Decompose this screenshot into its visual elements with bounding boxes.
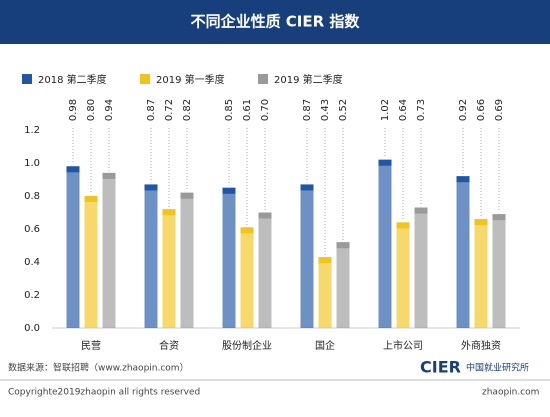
chart-title: 不同企业性质 CIER 指数 — [191, 13, 361, 31]
bar-cap — [222, 187, 236, 194]
bar — [66, 166, 80, 328]
value-label: 0.94 — [104, 99, 115, 121]
bar — [180, 192, 194, 328]
legend-swatch — [140, 74, 150, 84]
legend-swatch — [22, 74, 32, 84]
value-label: 0.85 — [224, 99, 235, 121]
value-label: 0.87 — [146, 99, 157, 121]
value-label: 0.72 — [164, 99, 175, 121]
logo-cier-sub: 中国就业研究所 — [466, 362, 529, 374]
logo-cier: CIER — [420, 358, 461, 377]
bar-cap — [414, 207, 428, 214]
value-label: 0.98 — [68, 99, 79, 121]
value-label: 0.69 — [494, 99, 505, 121]
bar-cap — [240, 227, 254, 234]
legend-label: 2019 第一季度 — [156, 73, 225, 86]
bar — [414, 207, 428, 328]
value-label: 0.82 — [182, 99, 193, 121]
x-tick-label: 股份制企业 — [222, 339, 272, 352]
legend-swatch — [258, 74, 268, 84]
bar — [300, 184, 314, 328]
bar — [378, 159, 392, 328]
value-label: 0.64 — [398, 99, 409, 121]
copyright: Copyrighte2019zhaopin all rights reserve… — [8, 388, 200, 398]
bar-cap — [180, 192, 194, 199]
bar-cap — [336, 242, 350, 249]
bar-cap — [144, 184, 158, 191]
value-label: 0.80 — [86, 99, 97, 121]
bar — [318, 257, 332, 328]
bar — [240, 227, 254, 328]
bar — [336, 242, 350, 328]
header-band — [0, 0, 550, 44]
bar-cap — [492, 214, 506, 221]
x-tick-label: 民营 — [81, 339, 101, 352]
x-tick-label: 国企 — [315, 339, 335, 352]
bar-cap — [84, 196, 98, 202]
y-tick-label: 0.4 — [24, 257, 40, 268]
value-label: 0.92 — [458, 99, 469, 121]
value-label: 0.61 — [242, 99, 253, 121]
y-tick-label: 1.0 — [24, 158, 40, 169]
value-label: 0.87 — [302, 99, 313, 121]
value-label: 0.73 — [416, 99, 427, 121]
value-label: 0.66 — [476, 99, 487, 121]
y-tick-label: 0.2 — [24, 290, 40, 301]
bar-cap — [474, 219, 488, 226]
value-label: 0.70 — [260, 99, 271, 121]
bar — [456, 176, 470, 328]
value-label: 1.02 — [380, 99, 391, 121]
x-tick-label: 外商独资 — [461, 339, 501, 352]
y-tick-label: 1.2 — [24, 125, 40, 136]
bar — [222, 187, 236, 328]
y-tick-label: 0.0 — [24, 323, 40, 334]
bar — [162, 209, 176, 328]
bar-cap — [396, 222, 410, 229]
legend-label: 2019 第二季度 — [274, 73, 343, 86]
logo-zhaopin: zhaopin.com — [482, 388, 539, 398]
legend-label: 2018 第二季度 — [38, 73, 107, 86]
source: 数据来源：智联招聘（www.zhaopin.com） — [8, 362, 189, 374]
bar-cap — [66, 166, 80, 173]
bar — [492, 214, 506, 328]
x-tick-label: 上市公司 — [383, 339, 423, 352]
y-tick-label: 0.6 — [24, 224, 40, 235]
bar — [396, 222, 410, 328]
bar-cap — [102, 172, 116, 179]
bar — [102, 172, 116, 328]
bar — [144, 184, 158, 328]
bar — [474, 219, 488, 328]
bar-cap — [258, 212, 272, 219]
x-tick-label: 合资 — [159, 339, 179, 352]
bar-cap — [378, 159, 392, 166]
bar — [258, 212, 272, 328]
bar-cap — [456, 176, 470, 183]
y-tick-label: 0.8 — [24, 191, 40, 202]
bar-cap — [318, 257, 332, 264]
bar-cap — [300, 184, 314, 191]
bar-cap — [162, 209, 176, 216]
value-label: 0.43 — [320, 99, 331, 121]
value-label: 0.52 — [338, 99, 349, 121]
bar — [84, 196, 98, 328]
